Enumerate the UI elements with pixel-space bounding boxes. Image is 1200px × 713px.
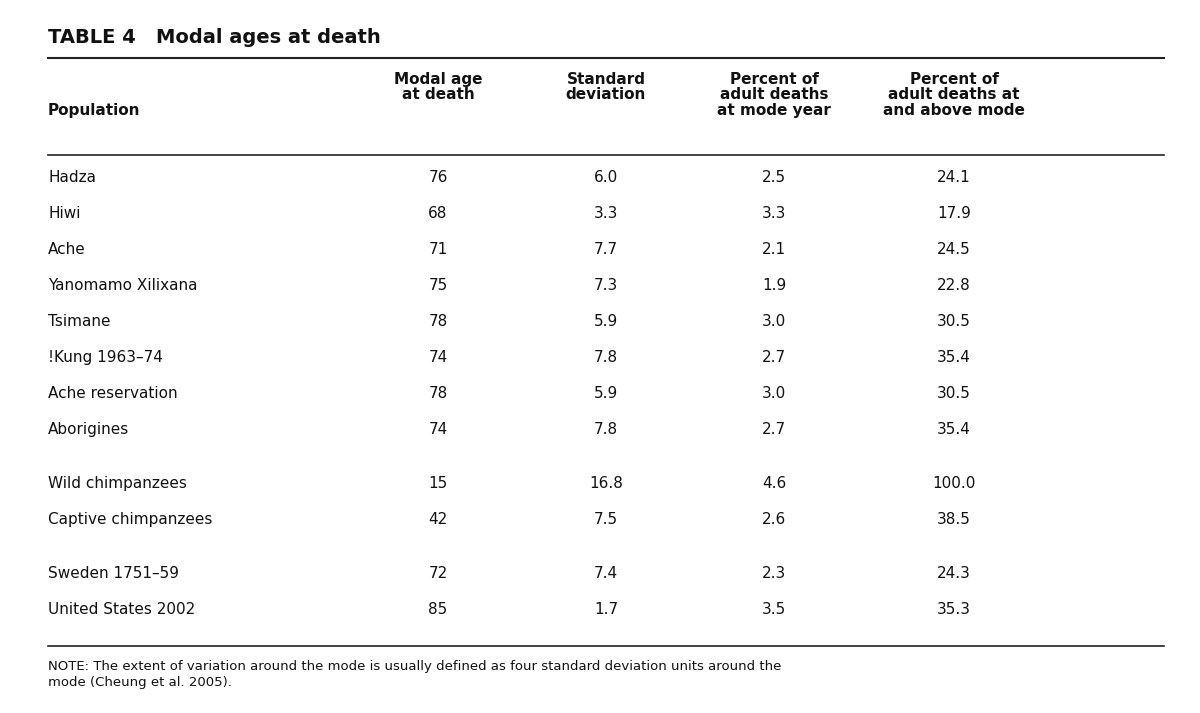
Text: adult deaths at: adult deaths at [888, 87, 1020, 102]
Text: NOTE: The extent of variation around the mode is usually defined as four standar: NOTE: The extent of variation around the… [48, 660, 781, 673]
Text: 7.4: 7.4 [594, 566, 618, 581]
Text: 75: 75 [428, 278, 448, 293]
Text: deviation: deviation [566, 87, 646, 102]
Text: 35.4: 35.4 [937, 350, 971, 365]
Text: 7.3: 7.3 [594, 278, 618, 293]
Text: Modal age: Modal age [394, 72, 482, 87]
Text: 3.0: 3.0 [762, 386, 786, 401]
Text: 85: 85 [428, 602, 448, 617]
Text: 7.8: 7.8 [594, 350, 618, 365]
Text: 2.7: 2.7 [762, 422, 786, 437]
Text: 24.5: 24.5 [937, 242, 971, 257]
Text: Ache reservation: Ache reservation [48, 386, 178, 401]
Text: 68: 68 [428, 206, 448, 221]
Text: Percent of: Percent of [910, 72, 998, 87]
Text: at mode year: at mode year [718, 103, 830, 118]
Text: 3.0: 3.0 [762, 314, 786, 329]
Text: 78: 78 [428, 386, 448, 401]
Text: and above mode: and above mode [883, 103, 1025, 118]
Text: 7.5: 7.5 [594, 512, 618, 527]
Text: !Kung 1963–74: !Kung 1963–74 [48, 350, 163, 365]
Text: 1.9: 1.9 [762, 278, 786, 293]
Text: 24.3: 24.3 [937, 566, 971, 581]
Text: Percent of: Percent of [730, 72, 818, 87]
Text: 17.9: 17.9 [937, 206, 971, 221]
Text: 15: 15 [428, 476, 448, 491]
Text: 3.3: 3.3 [594, 206, 618, 221]
Text: 74: 74 [428, 350, 448, 365]
Text: Hiwi: Hiwi [48, 206, 80, 221]
Text: 5.9: 5.9 [594, 314, 618, 329]
Text: 35.3: 35.3 [937, 602, 971, 617]
Text: TABLE 4   Modal ages at death: TABLE 4 Modal ages at death [48, 28, 380, 47]
Text: 22.8: 22.8 [937, 278, 971, 293]
Text: 72: 72 [428, 566, 448, 581]
Text: Ache: Ache [48, 242, 85, 257]
Text: 6.0: 6.0 [594, 170, 618, 185]
Text: 30.5: 30.5 [937, 314, 971, 329]
Text: 2.5: 2.5 [762, 170, 786, 185]
Text: Standard: Standard [566, 72, 646, 87]
Text: 2.6: 2.6 [762, 512, 786, 527]
Text: 71: 71 [428, 242, 448, 257]
Text: 78: 78 [428, 314, 448, 329]
Text: 3.5: 3.5 [762, 602, 786, 617]
Text: at death: at death [402, 87, 474, 102]
Text: Hadza: Hadza [48, 170, 96, 185]
Text: Sweden 1751–59: Sweden 1751–59 [48, 566, 179, 581]
Text: Yanomamo Xilixana: Yanomamo Xilixana [48, 278, 198, 293]
Text: United States 2002: United States 2002 [48, 602, 196, 617]
Text: 2.3: 2.3 [762, 566, 786, 581]
Text: 74: 74 [428, 422, 448, 437]
Text: 16.8: 16.8 [589, 476, 623, 491]
Text: 42: 42 [428, 512, 448, 527]
Text: Captive chimpanzees: Captive chimpanzees [48, 512, 212, 527]
Text: 7.7: 7.7 [594, 242, 618, 257]
Text: 30.5: 30.5 [937, 386, 971, 401]
Text: 5.9: 5.9 [594, 386, 618, 401]
Text: Wild chimpanzees: Wild chimpanzees [48, 476, 187, 491]
Text: 2.1: 2.1 [762, 242, 786, 257]
Text: 2.7: 2.7 [762, 350, 786, 365]
Text: 4.6: 4.6 [762, 476, 786, 491]
Text: Population: Population [48, 103, 140, 118]
Text: 1.7: 1.7 [594, 602, 618, 617]
Text: mode (Cheung et al. 2005).: mode (Cheung et al. 2005). [48, 676, 232, 689]
Text: adult deaths: adult deaths [720, 87, 828, 102]
Text: 76: 76 [428, 170, 448, 185]
Text: 100.0: 100.0 [932, 476, 976, 491]
Text: Aborigines: Aborigines [48, 422, 130, 437]
Text: 35.4: 35.4 [937, 422, 971, 437]
Text: 24.1: 24.1 [937, 170, 971, 185]
Text: Tsimane: Tsimane [48, 314, 110, 329]
Text: 38.5: 38.5 [937, 512, 971, 527]
Text: 7.8: 7.8 [594, 422, 618, 437]
Text: 3.3: 3.3 [762, 206, 786, 221]
